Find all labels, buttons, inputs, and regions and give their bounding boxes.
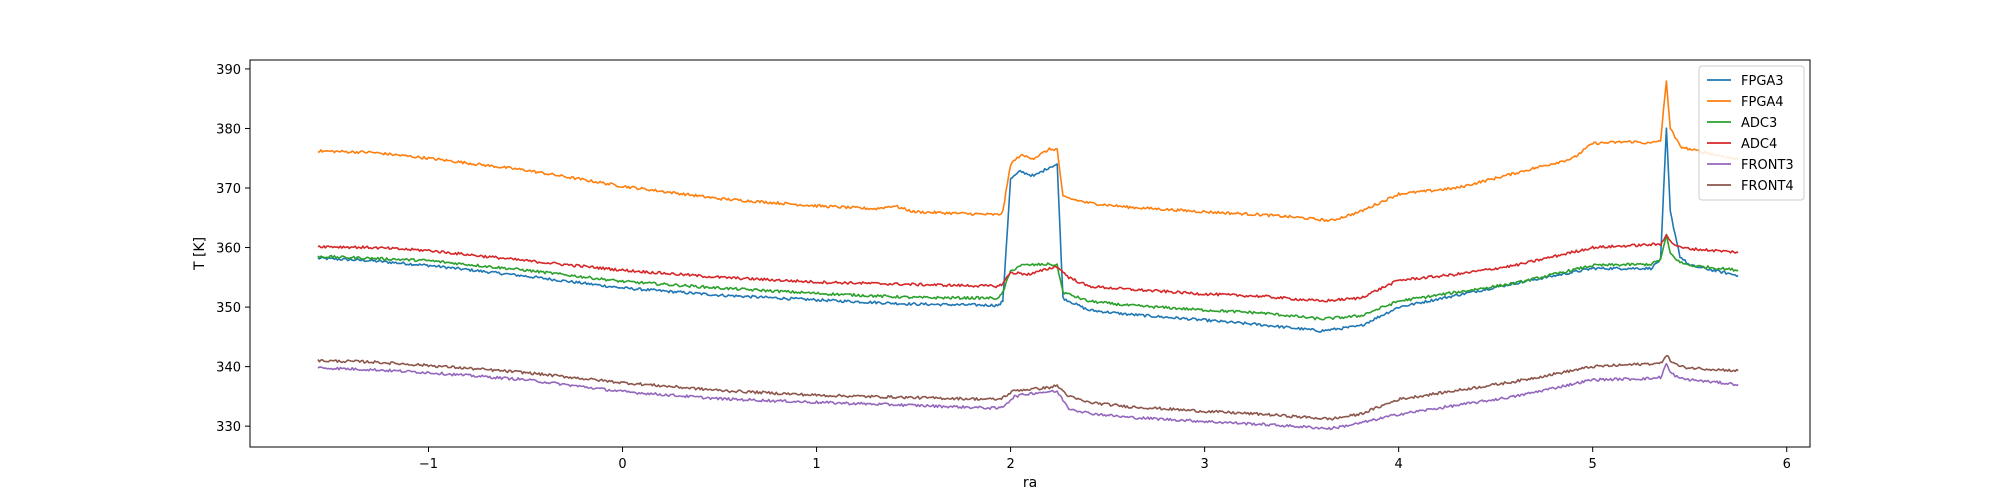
- y-tick-label: 370: [216, 182, 241, 197]
- legend-box: [1698, 65, 1805, 201]
- x-tick-label: 4: [1395, 457, 1403, 472]
- y-tick-label: 360: [216, 242, 241, 257]
- y-tick-label: 390: [216, 63, 241, 78]
- y-tick-label: 380: [216, 122, 241, 137]
- series-line-fpga4: [317, 80, 1739, 223]
- legend-label-front4: FRONT4: [1741, 179, 1794, 194]
- x-tick-label: 1: [812, 457, 820, 472]
- y-tick-label: 340: [216, 361, 241, 376]
- x-tick-label: 6: [1783, 457, 1791, 472]
- series-line-front4: [317, 354, 1739, 421]
- x-tick-label: 0: [618, 457, 626, 472]
- x-tick-label: 2: [1006, 457, 1014, 472]
- x-tick-label: 3: [1200, 457, 1208, 472]
- legend-label-fpga4: FPGA4: [1741, 95, 1784, 110]
- series-line-adc4: [317, 234, 1739, 303]
- legend: FPGA3 FPGA4 ADC3 ADC4 FRONT3 FRONT4: [1698, 65, 1805, 201]
- x-tick-label: 5: [1589, 457, 1597, 472]
- legend-label-fpga3: FPGA3: [1741, 74, 1784, 89]
- y-axis-label: T [K]: [192, 237, 208, 271]
- series-layer: [317, 80, 1739, 431]
- series-line-fpga3: [317, 127, 1739, 333]
- legend-label-adc3: ADC3: [1741, 116, 1777, 131]
- axes-frame: [249, 59, 1811, 448]
- y-ticks: 330 340 350 360 370 380 390: [216, 63, 250, 435]
- series-line-adc3: [317, 233, 1739, 321]
- y-tick-label: 350: [216, 301, 241, 316]
- legend-label-adc4: ADC4: [1741, 137, 1777, 152]
- legend-label-front3: FRONT3: [1741, 158, 1794, 173]
- y-tick-label: 330: [216, 420, 241, 435]
- x-axis-label: ra: [1023, 475, 1037, 491]
- x-ticks: −1 0 1 2 3 4 5 6: [419, 447, 1791, 472]
- x-tick-label: −1: [419, 457, 438, 472]
- series-line-front3: [317, 362, 1739, 431]
